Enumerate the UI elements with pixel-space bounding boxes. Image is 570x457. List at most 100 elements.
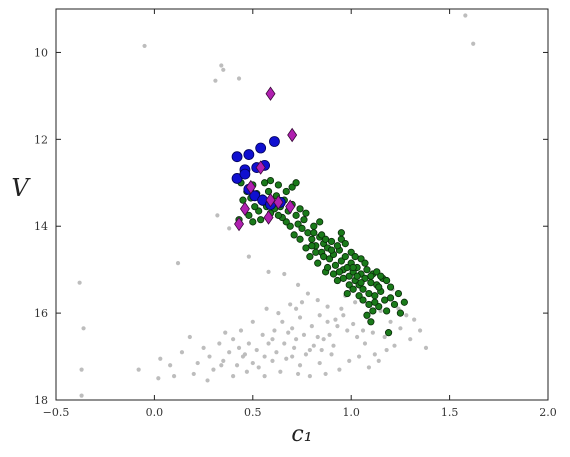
series-1-point-62	[314, 259, 322, 267]
series-0-point-81	[356, 354, 362, 359]
series-1-point-101	[377, 272, 385, 280]
series-1-point-89	[318, 231, 326, 239]
series-0-point-22	[339, 306, 344, 311]
series-0-point-71	[256, 365, 261, 370]
series-3-point-6	[273, 195, 284, 210]
series-1-point-91	[327, 246, 336, 254]
series-1-point-44	[371, 292, 379, 300]
series-1-point-54	[396, 309, 404, 317]
series-0-point-7	[77, 280, 82, 285]
series-1-point-106	[335, 268, 343, 276]
series-1-point-118	[349, 263, 357, 272]
series-0-point-125	[219, 363, 224, 368]
series-0-point-53	[227, 350, 232, 355]
series-0-point-100	[292, 345, 297, 350]
series-0-point-111	[270, 337, 275, 342]
y-axis: 10 12 14 16 18	[34, 46, 548, 407]
series-0-point-50	[246, 341, 251, 346]
series-1-point-108	[345, 281, 353, 289]
series-1-point-12	[298, 224, 306, 232]
series-3-point-0	[265, 86, 276, 101]
x-tick-label-3: 1.0	[342, 406, 360, 419]
series-1-point-27	[337, 257, 345, 265]
series-1-point-95	[347, 248, 355, 256]
series-1-point-14	[304, 229, 312, 237]
series-1-point-94	[341, 240, 349, 248]
series-1-point-10	[292, 211, 300, 219]
series-0-point-83	[376, 358, 381, 363]
series-0-point-61	[179, 350, 185, 355]
series-0-point-116	[382, 334, 387, 340]
series-2-point-8	[239, 168, 251, 180]
y-tick-label-3: 16	[34, 307, 48, 320]
series-0-point-123	[295, 371, 301, 377]
series-0-point-1	[463, 13, 468, 18]
series-1-point-126	[257, 216, 265, 224]
series-0-point-39	[325, 319, 330, 324]
series-1-point-60	[333, 276, 342, 285]
series-0-point-77	[317, 360, 322, 366]
series-0-point-36	[355, 334, 360, 340]
y-tick-label-2: 14	[34, 220, 48, 233]
y-tick-label-0: 10	[34, 46, 48, 59]
series-3-point-3	[245, 179, 256, 195]
series-1-point-38	[359, 285, 367, 293]
series-0-point-75	[297, 363, 303, 368]
series-0-point-33	[384, 347, 389, 353]
series-0-point-55	[217, 341, 222, 346]
series-0-point-69	[231, 374, 236, 379]
series-0-point-76	[307, 374, 312, 379]
series-0-point-30	[423, 345, 429, 350]
series-1-point-98	[361, 259, 369, 267]
series-1-point-81	[261, 179, 269, 187]
series-0-point-11	[175, 261, 181, 266]
series-1-point-66	[290, 231, 298, 239]
series-1-point-53	[394, 289, 403, 298]
y-tick-label-1: 12	[34, 133, 48, 146]
series-1-point-67	[286, 222, 294, 230]
series-0-point-109	[290, 326, 295, 331]
series-0-point-118	[412, 317, 417, 322]
series-1-point-107	[339, 274, 347, 282]
series-3-point-5	[265, 192, 276, 208]
series-0-point-74	[290, 354, 295, 359]
series-0-point-82	[366, 365, 372, 370]
series-1-point-76	[251, 203, 259, 211]
series-0-point-10	[79, 393, 84, 398]
series-0-point-97	[223, 330, 228, 335]
series-1-point-100	[373, 268, 381, 276]
y-tick-label-4: 18	[34, 394, 48, 407]
series-0-point-28	[404, 313, 409, 318]
series-1-point-104	[323, 263, 332, 272]
series-0-point-45	[280, 319, 285, 324]
series-0-point-44	[286, 330, 291, 335]
series-1-point-64	[302, 244, 310, 252]
series-1-point-13	[300, 216, 308, 224]
series-0-point-70	[244, 369, 249, 374]
series-1-point-116	[308, 242, 316, 250]
x-tick-label-4: 1.5	[441, 406, 459, 419]
series-0-point-58	[201, 345, 206, 350]
series-1-point-41	[365, 289, 373, 298]
series-1-point-16	[310, 222, 318, 230]
series-1-point-102	[312, 248, 320, 256]
series-1-point-87	[302, 209, 310, 217]
series-1-point-85	[288, 183, 296, 191]
series-3-point-2	[255, 160, 266, 175]
series-2-point-2	[255, 142, 267, 154]
series-0-point-34	[372, 352, 377, 357]
series-0-point-96	[231, 337, 236, 342]
series-0-point-72	[270, 358, 275, 363]
series-1-point-55	[400, 298, 408, 306]
series-1-point-99	[367, 272, 375, 280]
series-1-point-112	[365, 300, 373, 309]
series-0-point-121	[307, 347, 312, 353]
series-3-point-1	[287, 127, 298, 143]
series-0-point-29	[417, 328, 423, 333]
series-2-point-0	[231, 151, 243, 163]
series-0-point-32	[392, 343, 397, 348]
series-1-point-70	[274, 211, 282, 219]
x-tick-label-2: 0.5	[244, 406, 262, 419]
plot-frame	[55, 8, 549, 401]
